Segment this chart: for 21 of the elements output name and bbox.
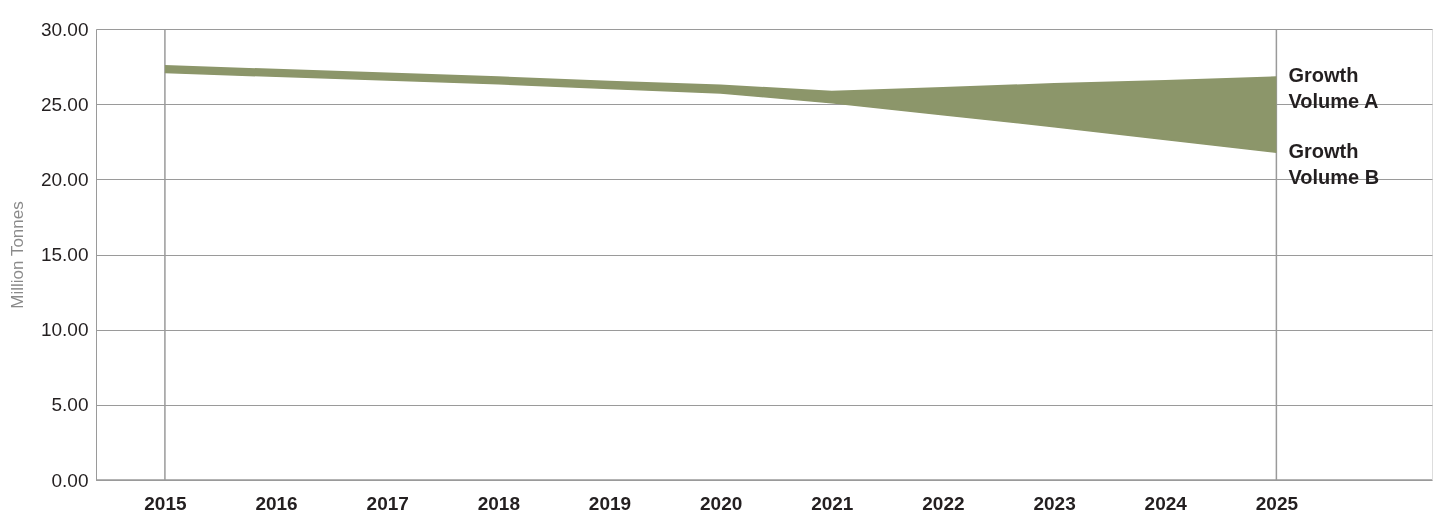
x-tick-label: 2020 (700, 492, 743, 514)
y-tick-label: 5.00 (51, 394, 89, 416)
y-tick-label: 0.00 (51, 469, 89, 491)
x-tick-label: 2022 (922, 492, 965, 514)
y-tick-label: 10.00 (40, 319, 89, 341)
x-tick-label: 2023 (1033, 492, 1076, 514)
y-tick-label: 25.00 (40, 93, 89, 115)
series-label: Growth Volume B (1288, 140, 1380, 189)
x-tick-label: 2018 (477, 492, 520, 514)
x-tick-label: 2021 (811, 492, 854, 514)
x-tick-label: 2024 (1144, 492, 1188, 514)
y-axis-title: Million Tonnes (7, 201, 27, 309)
series-label: Growth Volume A (1288, 64, 1379, 113)
y-tick-label: 15.00 (40, 244, 89, 265)
x-tick-label: 2025 (1255, 492, 1299, 514)
x-tick-label: 2015 (144, 492, 187, 514)
x-tick-label: 2016 (255, 492, 298, 514)
x-tick-label: 2019 (588, 492, 632, 514)
y-tick-label: 30.00 (40, 18, 89, 40)
x-tick-label: 2017 (366, 492, 409, 514)
y-tick-label: 20.00 (40, 168, 89, 190)
